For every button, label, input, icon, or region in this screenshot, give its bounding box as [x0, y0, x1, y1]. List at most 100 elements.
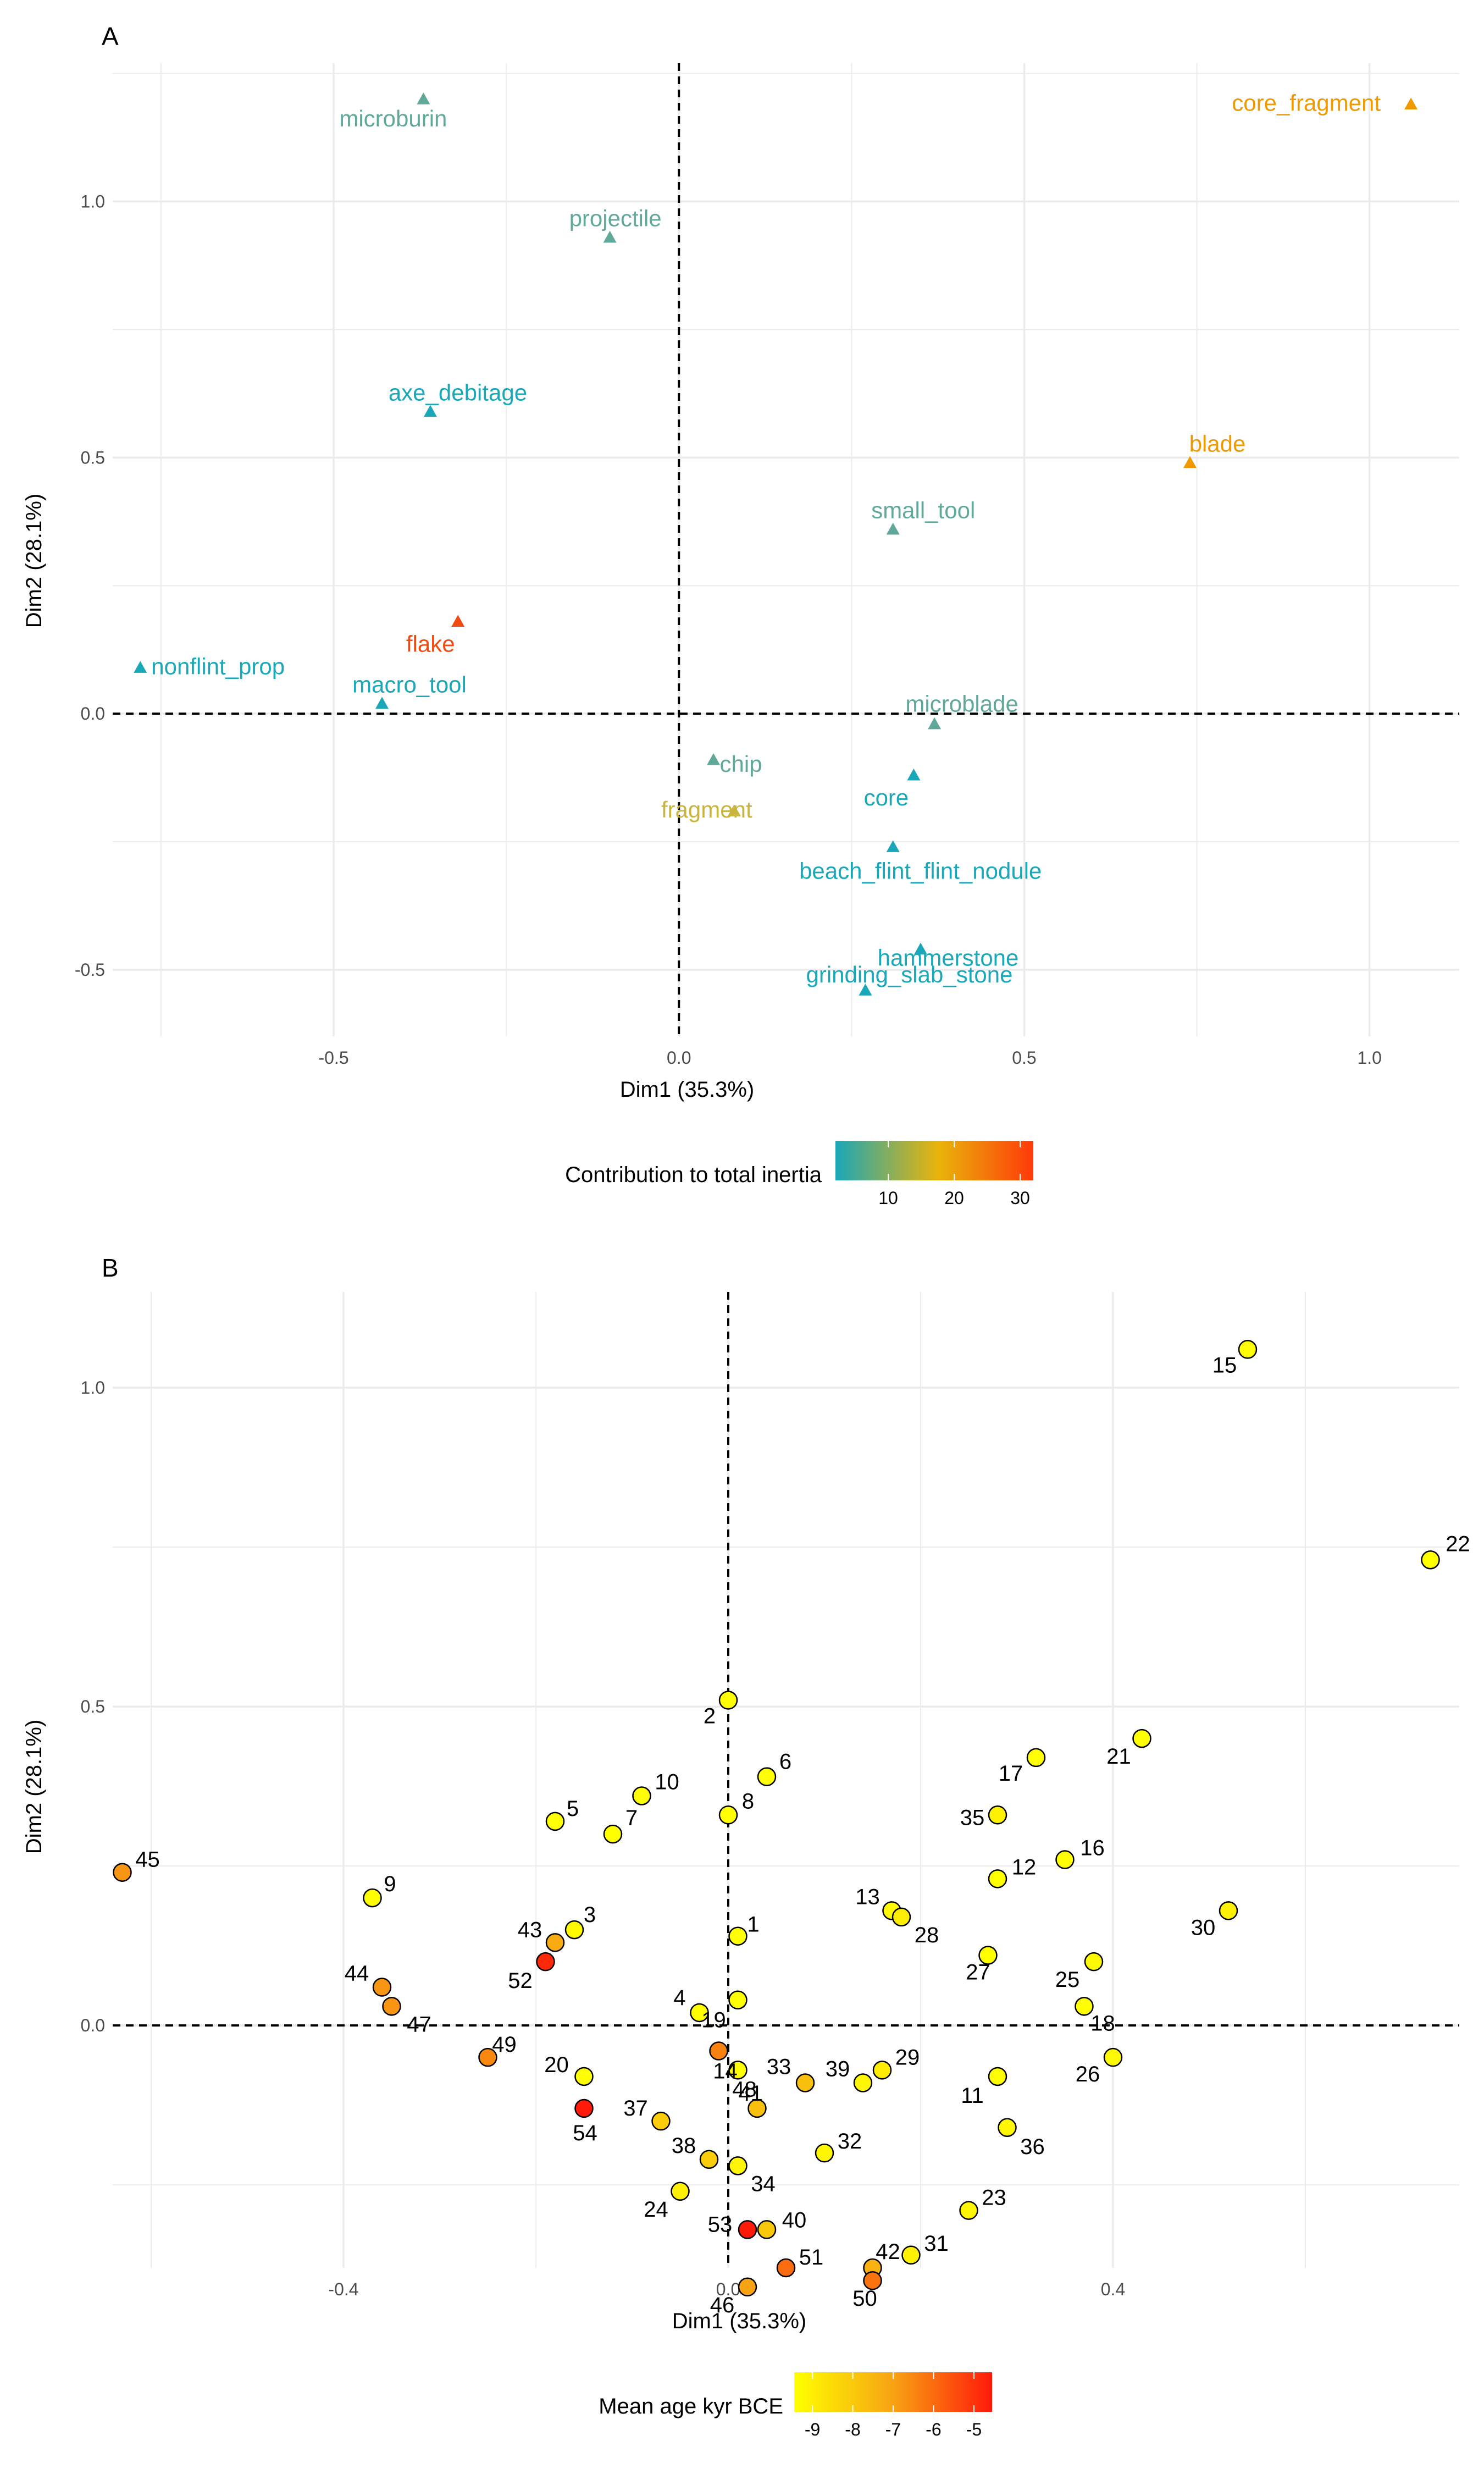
- point-marker-37: [651, 2111, 671, 2131]
- point-marker-43: [545, 1933, 565, 1952]
- x-tick-label: 0.4: [1101, 2279, 1125, 2299]
- point-marker-1: [728, 1926, 747, 1946]
- panel-a: A -0.5 0.0 0.5 1.0 -0.5 0.0 0.5 1.0 microburin c…: [22, 22, 1459, 1208]
- point-marker-49: [478, 2047, 497, 2067]
- point-marker-45: [113, 1863, 132, 1882]
- panel-a-y-axis-title: Dim2 (28.1%): [22, 494, 46, 628]
- point-label-6: 6: [779, 1750, 791, 1774]
- point-label-33: 33: [767, 2055, 791, 2079]
- colorbar-tick-label: -8: [845, 2420, 860, 2439]
- point-label-core_fragment: core_fragment: [1232, 90, 1381, 116]
- point-label-50: 50: [852, 2287, 877, 2311]
- point-label-32: 32: [838, 2129, 862, 2153]
- x-tick-label: -0.4: [328, 2279, 358, 2299]
- point-marker-32: [815, 2143, 834, 2163]
- point-label-42: 42: [876, 2240, 900, 2264]
- point-marker-17: [1026, 1748, 1046, 1768]
- point-label-53: 53: [708, 2212, 733, 2236]
- point-marker-29: [872, 2061, 892, 2080]
- point-marker-18: [1075, 1997, 1094, 2016]
- panel-a-legend: Contribution to total inertia 10 20 30: [565, 1141, 1033, 1208]
- y-tick-label: 1.0: [81, 192, 105, 212]
- y-tick-label: 0.5: [81, 448, 105, 467]
- point-marker-10: [632, 1786, 651, 1805]
- point-label-fragment: fragment: [661, 797, 752, 822]
- point-label-51: 51: [799, 2245, 824, 2269]
- point-marker-15: [1238, 1340, 1258, 1359]
- point-label-chip: chip: [720, 751, 762, 777]
- point-label-35: 35: [960, 1805, 985, 1830]
- point-label-46: 46: [710, 2293, 735, 2317]
- point-label-11: 11: [961, 2084, 984, 2108]
- point-marker-25: [1084, 1952, 1104, 1972]
- point-label-nonflint_prop: nonflint_prop: [151, 653, 285, 679]
- point-marker-fragment: [727, 804, 741, 816]
- colorbar-tick-label: -9: [805, 2420, 820, 2439]
- point-label-54: 54: [573, 2121, 597, 2145]
- point-marker-20: [574, 2067, 594, 2086]
- point-label-grinding_slab_stone: grinding_slab_stone: [806, 962, 1013, 987]
- point-marker-51: [776, 2258, 796, 2278]
- point-marker-macro_tool: [375, 697, 389, 709]
- point-label-41: 41: [738, 2081, 763, 2106]
- panel-b-grid: [113, 1292, 1459, 2268]
- point-label-49: 49: [492, 2033, 517, 2057]
- point-marker-4: [690, 2003, 709, 2023]
- point-label-4: 4: [673, 1986, 685, 2010]
- point-marker-52: [536, 1952, 555, 1972]
- point-label-40: 40: [782, 2208, 807, 2232]
- point-label-axe_debitage: axe_debitage: [389, 379, 527, 405]
- point-label-beach_flint_flint_nodule: beach_flint_flint_nodule: [799, 858, 1042, 883]
- point-label-projectile: projectile: [569, 206, 662, 231]
- colorbar-tick-label: -6: [926, 2420, 941, 2439]
- colorbar-tick-label: -7: [885, 2420, 901, 2439]
- point-marker-35: [988, 1805, 1007, 1825]
- point-label-14: 14: [713, 2059, 738, 2084]
- point-marker-12: [988, 1869, 1007, 1888]
- panel-b-marks: [113, 1340, 1440, 2297]
- panel-a-colorbar-ticks: 10 20 30: [878, 1141, 1030, 1208]
- point-marker-19: [728, 1990, 747, 2009]
- colorbar-tick-label: 10: [878, 1188, 898, 1208]
- point-marker-23: [959, 2201, 978, 2220]
- y-tick-label: 0.5: [81, 1697, 105, 1716]
- point-label-5: 5: [567, 1797, 579, 1821]
- point-label-core: core: [864, 785, 909, 810]
- point-marker-9: [363, 1888, 382, 1908]
- point-marker-flake: [451, 615, 465, 627]
- point-marker-projectile: [603, 230, 617, 243]
- point-label-2: 2: [704, 1704, 716, 1728]
- panel-b-legend-title: Mean age kyr BCE: [599, 2394, 783, 2418]
- point-label-43: 43: [518, 1918, 542, 1942]
- x-tick-label: 0.0: [716, 2279, 740, 2299]
- point-marker-53: [738, 2220, 757, 2239]
- point-marker-3: [564, 1920, 584, 1940]
- point-marker-nonflint_prop: [134, 661, 147, 673]
- point-label-21: 21: [1106, 1744, 1131, 1769]
- point-label-16: 16: [1080, 1836, 1105, 1860]
- point-label-44: 44: [345, 1962, 369, 1986]
- y-tick-label: -0.5: [75, 960, 105, 980]
- point-label-26: 26: [1076, 2062, 1100, 2086]
- point-label-36: 36: [1020, 2135, 1045, 2159]
- point-marker-22: [1421, 1550, 1440, 1570]
- panel-a-ticks: -0.5 0.0 0.5 1.0 -0.5 0.0 0.5 1.0: [75, 192, 1382, 1068]
- point-label-17: 17: [999, 1761, 1023, 1786]
- y-tick-label: 1.0: [81, 1378, 105, 1398]
- panel-b-x-axis-title: Dim1 (35.3%): [672, 2309, 807, 2333]
- point-label-macro_tool: macro_tool: [352, 671, 467, 697]
- point-marker-44: [372, 1978, 392, 1997]
- point-marker-33: [795, 2073, 815, 2092]
- point-marker-46: [738, 2277, 757, 2297]
- point-marker-hammerstone: [914, 942, 927, 955]
- point-marker-28: [891, 1907, 911, 1927]
- point-marker-11: [988, 2067, 1007, 2086]
- point-label-7: 7: [625, 1806, 638, 1830]
- panel-b-label: B: [102, 1253, 119, 1282]
- point-label-1: 1: [747, 1913, 759, 1937]
- panel-a-legend-title: Contribution to total inertia: [565, 1163, 822, 1187]
- point-label-52: 52: [508, 1969, 533, 1993]
- panel-b-y-axis-title: Dim2 (28.1%): [22, 1720, 46, 1854]
- point-marker-2: [718, 1691, 738, 1710]
